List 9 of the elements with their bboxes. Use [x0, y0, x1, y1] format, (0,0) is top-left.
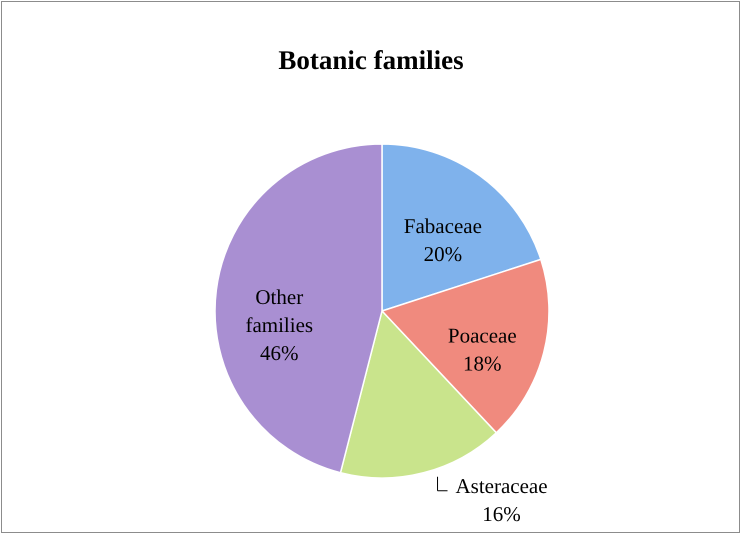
- chart-title: Botanic families: [278, 45, 464, 75]
- slice-label: Asteraceae: [455, 474, 548, 498]
- data-label: 16%: [482, 502, 521, 526]
- slice-label: Other families: [245, 285, 314, 338]
- data-label: 20%: [424, 242, 462, 266]
- slice-label: Poaceae: [448, 324, 517, 348]
- data-label: 46%: [260, 341, 299, 366]
- slice-label: Fabaceae: [404, 214, 482, 238]
- data-label: 18%: [463, 352, 502, 376]
